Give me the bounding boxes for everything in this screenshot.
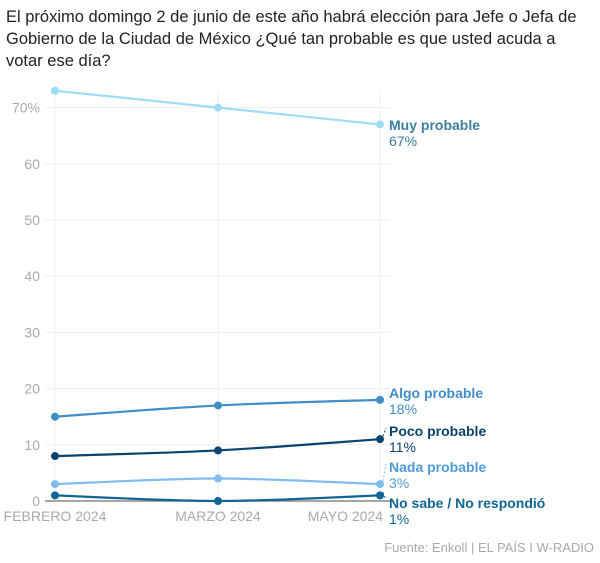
x-tick-label: MARZO 2024 xyxy=(175,508,261,524)
y-tick-label: 0 xyxy=(32,493,40,509)
y-tick-label: 40 xyxy=(24,268,40,284)
y-tick-label: 50 xyxy=(24,212,40,228)
source-note: Fuente: Enkoll | EL PAÍS I W-RADIO xyxy=(384,540,594,555)
series-label: Nada probable xyxy=(389,459,486,475)
data-point xyxy=(214,474,222,483)
data-point xyxy=(214,497,222,505)
data-point xyxy=(376,395,384,404)
data-point xyxy=(214,446,222,455)
y-tick-label: 30 xyxy=(24,324,40,340)
data-point xyxy=(376,435,384,444)
chart-title: El próximo domingo 2 de junio de este añ… xyxy=(6,8,577,70)
series-value-label: 3% xyxy=(389,475,409,491)
data-point xyxy=(376,120,384,129)
y-tick-label: 70% xyxy=(12,100,40,116)
data-point xyxy=(51,452,59,461)
series-value-label: 1% xyxy=(389,511,409,527)
series-label: No sabe / No respondió xyxy=(389,495,545,511)
y-tick-label: 60 xyxy=(24,156,40,172)
data-point xyxy=(214,401,222,410)
data-point xyxy=(376,491,384,500)
data-point xyxy=(51,412,59,421)
series-label: Algo probable xyxy=(389,385,483,401)
y-tick-label: 10 xyxy=(24,437,40,453)
label-leader xyxy=(382,492,387,501)
data-point xyxy=(376,480,384,489)
series-value-label: 18% xyxy=(389,401,417,417)
data-point xyxy=(214,103,222,112)
x-tick-label: FEBRERO 2024 xyxy=(4,508,107,524)
series-value-label: 67% xyxy=(389,133,417,149)
data-point xyxy=(51,480,59,489)
data-point xyxy=(51,86,59,95)
series-label: Muy probable xyxy=(389,117,480,133)
label-leader xyxy=(382,463,387,482)
data-point xyxy=(51,491,59,500)
label-leader xyxy=(382,427,387,437)
series-value-label: 11% xyxy=(389,439,416,455)
x-tick-label: MAYO 2024 xyxy=(308,508,383,524)
series-label: Poco probable xyxy=(389,423,486,439)
y-tick-label: 20 xyxy=(24,381,40,397)
